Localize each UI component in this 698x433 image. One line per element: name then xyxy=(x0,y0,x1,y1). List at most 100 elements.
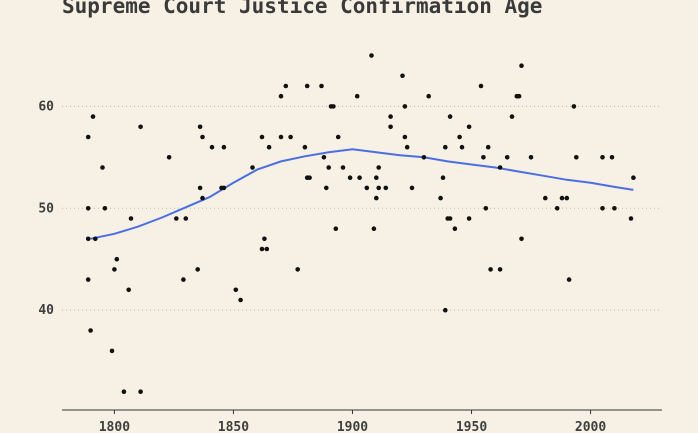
data-point xyxy=(307,175,312,180)
data-point xyxy=(197,185,203,191)
data-point xyxy=(516,93,522,99)
data-point xyxy=(238,297,243,303)
data-point xyxy=(264,246,270,252)
data-point xyxy=(374,175,379,180)
data-point xyxy=(85,134,91,140)
data-point xyxy=(443,307,448,313)
data-point xyxy=(388,114,393,119)
data-point xyxy=(340,165,346,170)
data-point xyxy=(488,267,493,272)
x-tick-label-1900: 1900 xyxy=(337,420,368,433)
data-point xyxy=(371,226,377,231)
data-point xyxy=(90,114,96,119)
data-point xyxy=(109,348,115,354)
data-point xyxy=(485,144,491,150)
data-point xyxy=(209,144,215,150)
data-point xyxy=(400,73,405,79)
y-tick-label-50: 50 xyxy=(38,201,54,216)
data-point xyxy=(497,267,503,272)
data-point xyxy=(262,236,267,242)
data-point xyxy=(250,165,255,170)
data-point xyxy=(181,277,186,282)
data-point xyxy=(609,155,615,160)
data-point xyxy=(497,165,503,170)
data-point xyxy=(174,216,179,221)
y-tick-label-40: 40 xyxy=(38,303,54,318)
data-point xyxy=(326,165,332,170)
data-point xyxy=(221,185,227,191)
data-point xyxy=(374,195,379,201)
data-point xyxy=(278,93,284,99)
data-point xyxy=(85,236,91,242)
data-point xyxy=(200,134,205,140)
data-point xyxy=(600,206,605,211)
data-point xyxy=(452,226,458,231)
data-point xyxy=(138,389,143,395)
data-point xyxy=(483,206,489,211)
data-point xyxy=(259,134,265,140)
data-point xyxy=(628,216,634,221)
data-point xyxy=(421,155,427,160)
data-point xyxy=(183,216,189,221)
data-point xyxy=(333,226,339,231)
data-point xyxy=(440,175,446,180)
data-point xyxy=(114,256,120,262)
data-point xyxy=(504,155,510,160)
data-point xyxy=(233,287,239,293)
data-point xyxy=(559,195,565,201)
data-point xyxy=(457,134,462,140)
data-points xyxy=(85,53,636,395)
data-point xyxy=(321,155,327,160)
data-point xyxy=(283,83,289,89)
data-point xyxy=(266,144,272,150)
x-tick-label-1950: 1950 xyxy=(456,420,487,433)
x-tick-label-1850: 1850 xyxy=(218,420,249,433)
data-point xyxy=(519,63,524,68)
trend-line xyxy=(90,148,634,240)
data-point xyxy=(278,134,284,140)
data-point xyxy=(302,144,308,150)
chart-title: Supreme Court Justice Confirmation Age xyxy=(62,0,543,18)
data-point xyxy=(259,246,265,252)
data-point xyxy=(388,124,393,130)
data-point xyxy=(126,287,131,293)
data-point xyxy=(564,195,570,201)
data-point xyxy=(519,236,524,242)
x-tick-label-2000: 2000 xyxy=(575,420,606,433)
data-point xyxy=(383,185,389,191)
data-point xyxy=(402,104,408,109)
data-point xyxy=(88,328,93,333)
data-point xyxy=(447,114,453,119)
data-point xyxy=(443,144,448,150)
data-point xyxy=(376,165,382,170)
data-point xyxy=(364,185,370,191)
data-point xyxy=(324,185,329,191)
data-point xyxy=(102,206,108,211)
data-point xyxy=(357,175,362,180)
data-point xyxy=(404,144,410,150)
data-point xyxy=(112,267,117,272)
data-point xyxy=(466,216,472,221)
data-point xyxy=(574,155,579,160)
data-point xyxy=(528,155,534,160)
data-point xyxy=(409,185,415,191)
data-point xyxy=(543,195,548,201)
data-point xyxy=(319,83,324,89)
data-point xyxy=(478,83,484,89)
data-point xyxy=(459,144,465,150)
data-point xyxy=(138,124,143,130)
data-point xyxy=(402,134,408,140)
data-point xyxy=(631,175,636,180)
data-point xyxy=(554,206,560,211)
data-point xyxy=(369,53,374,58)
x-axis-ticks: 1800 1850 1900 1950 2000 xyxy=(99,410,606,433)
data-point xyxy=(197,124,203,130)
data-point xyxy=(100,165,105,170)
data-point xyxy=(288,134,293,140)
data-point xyxy=(571,104,577,109)
data-point xyxy=(304,83,310,89)
data-point xyxy=(438,195,443,201)
data-point xyxy=(376,185,382,191)
data-point xyxy=(121,389,127,395)
